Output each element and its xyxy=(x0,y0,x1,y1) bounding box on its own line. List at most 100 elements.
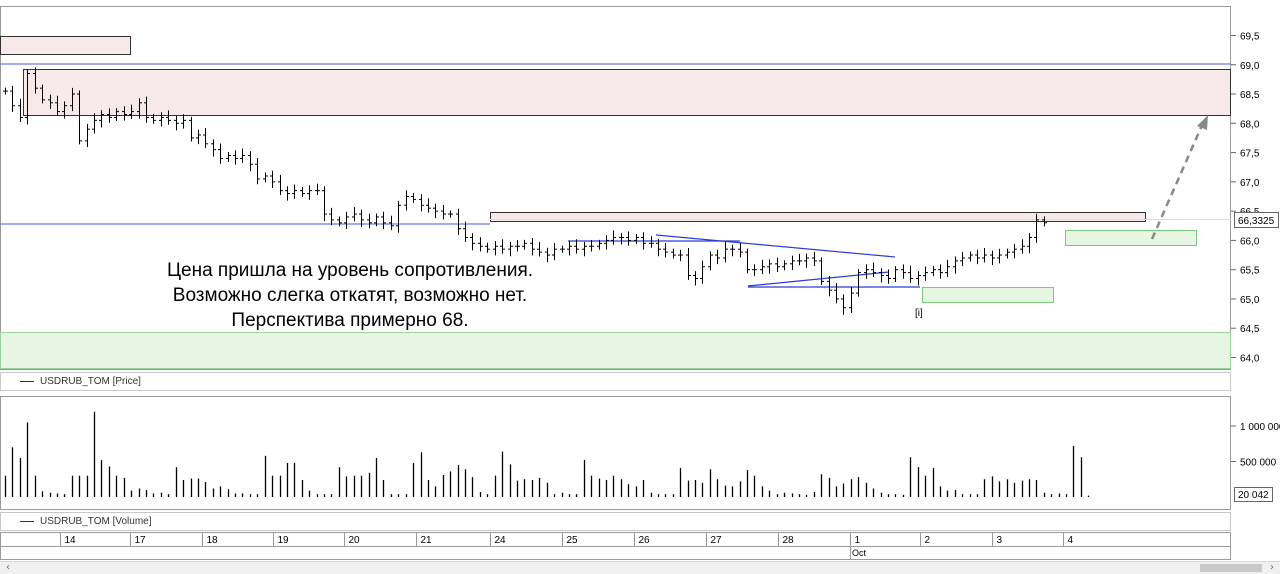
date-tick-label: 18 xyxy=(207,535,219,546)
price-bar xyxy=(122,106,127,121)
volume-legend-label: USDRUB_TOM [Volume] xyxy=(40,516,152,527)
volume-legend-swatch xyxy=(20,520,34,522)
price-bar xyxy=(760,259,765,275)
date-tick-label: 21 xyxy=(421,535,433,546)
price-legend-swatch xyxy=(20,380,34,382)
price-bar xyxy=(233,150,238,165)
price-bar xyxy=(567,240,572,256)
price-bar xyxy=(485,242,490,253)
resistance-zone-upper-left xyxy=(0,36,131,55)
price-bar xyxy=(604,235,609,250)
price-tick-label: 66,0 xyxy=(1240,236,1260,247)
price-bar xyxy=(715,249,720,265)
price-bar xyxy=(1005,248,1010,259)
price-bar xyxy=(856,269,861,297)
price-bar xyxy=(48,94,53,109)
wave-label: [i] xyxy=(915,308,923,319)
price-bar xyxy=(515,240,520,252)
price-bar xyxy=(463,221,468,242)
price-bar xyxy=(129,104,134,119)
price-legend-label: USDRUB_TOM [Price] xyxy=(40,376,141,387)
price-bar xyxy=(626,231,631,246)
price-bar xyxy=(159,112,164,127)
price-tick-label: 64,0 xyxy=(1240,354,1260,365)
price-bar xyxy=(663,243,668,258)
price-bar xyxy=(218,143,223,164)
price-legend-frame xyxy=(0,372,1231,391)
price-bar xyxy=(953,256,958,274)
price-bar xyxy=(841,294,846,315)
trendline-descending xyxy=(655,234,896,258)
price-bar xyxy=(997,248,1002,264)
price-bar xyxy=(864,264,869,279)
price-bar xyxy=(174,115,179,131)
price-bar xyxy=(456,208,461,235)
price-bar xyxy=(441,204,446,220)
date-tick-label: 14 xyxy=(65,535,77,546)
horizontal-scrollbar[interactable]: ‹ › xyxy=(0,561,1280,574)
price-bar xyxy=(240,148,245,163)
price-bar xyxy=(916,271,921,286)
price-bar xyxy=(500,239,505,254)
price-bar xyxy=(344,211,349,229)
price-bar xyxy=(18,98,23,122)
volume-bars xyxy=(4,411,1090,497)
price-bar xyxy=(982,248,987,263)
scroll-right-icon[interactable]: › xyxy=(1270,562,1274,573)
price-bar xyxy=(270,170,275,188)
date-axis: 14 17 18 19 20 21 24 25 26 27 28 1 2 3 4 Oct xyxy=(60,533,1074,560)
last-volume-box xyxy=(1234,487,1273,502)
price-bar xyxy=(923,266,928,281)
support-zone-bottom xyxy=(0,332,1231,369)
price-bar xyxy=(708,251,713,271)
price-bar xyxy=(329,207,334,226)
annotation-line-2: Возможно слегка откатят, возможно нет. xyxy=(172,285,528,306)
price-bar xyxy=(33,67,38,94)
price-bar xyxy=(790,255,795,270)
volume-legend: USDRUB_TOM [Volume] xyxy=(20,516,152,527)
price-bar xyxy=(166,110,171,125)
price-bar xyxy=(1034,213,1039,243)
price-tick-label: 67,0 xyxy=(1240,178,1260,189)
price-bar xyxy=(448,210,453,218)
price-bar xyxy=(968,251,973,262)
price-panel-frame xyxy=(0,6,1231,370)
price-bar xyxy=(419,194,424,212)
price-bar xyxy=(901,264,906,279)
price-bar xyxy=(834,283,839,304)
volume-tick-label: 1 000 000 xyxy=(1240,422,1280,433)
price-bar xyxy=(522,239,527,250)
date-tick-label: 4 xyxy=(1068,535,1074,546)
annotation-line-1: Цена пришла на уровень сопротивления. xyxy=(166,260,534,281)
date-tick-label: 2 xyxy=(925,535,931,546)
price-bar xyxy=(767,259,772,274)
price-bar xyxy=(849,286,854,314)
price-bar xyxy=(278,174,283,196)
date-tick-label: 27 xyxy=(711,535,723,546)
current-price-label: 66,3325 xyxy=(1238,216,1275,227)
price-tick-label: 68,5 xyxy=(1240,90,1260,101)
price-bar xyxy=(389,215,394,231)
current-price-box xyxy=(1234,212,1279,228)
price-bar xyxy=(700,260,705,284)
scroll-left-icon[interactable]: ‹ xyxy=(6,562,10,573)
date-tick-label: 25 xyxy=(567,535,579,546)
price-bar xyxy=(827,276,832,297)
price-bar xyxy=(671,248,676,259)
volume-panel-frame xyxy=(0,396,1231,510)
scroll-thumb[interactable] xyxy=(1200,564,1262,572)
price-bar xyxy=(144,96,149,123)
price-bar xyxy=(62,101,67,119)
price-bar xyxy=(560,245,565,253)
price-bar xyxy=(945,259,950,277)
price-bar xyxy=(3,87,8,95)
price-bar xyxy=(738,243,743,258)
price-tick-label: 68,0 xyxy=(1240,119,1260,130)
support-zone-mid xyxy=(922,287,1054,303)
volume-legend-frame xyxy=(0,512,1231,531)
price-bar xyxy=(775,257,780,273)
price-bar xyxy=(307,185,312,200)
annotation-line-3: Перспектива примерно 68. xyxy=(231,310,469,331)
price-bar xyxy=(819,257,824,285)
